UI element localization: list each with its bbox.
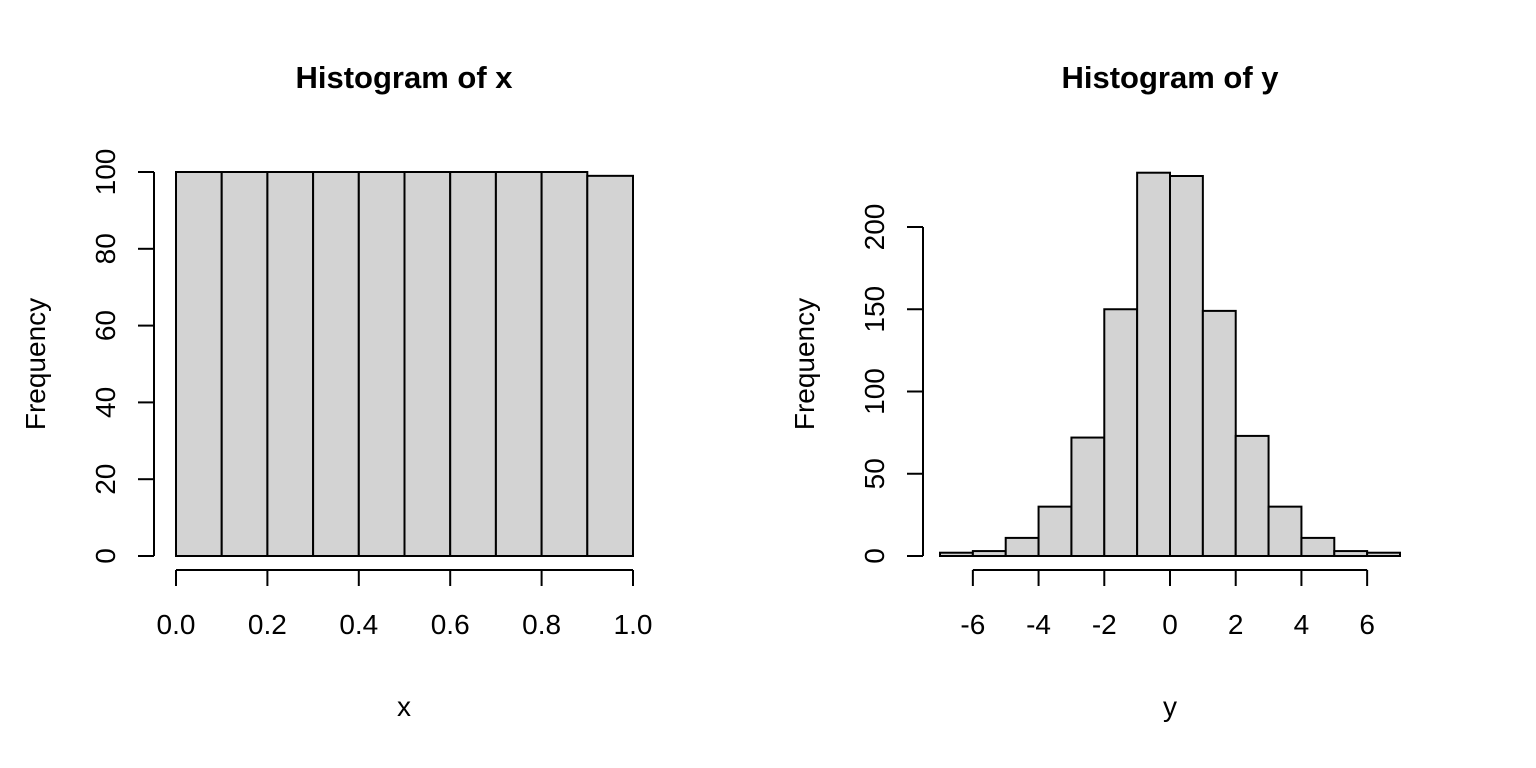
hist-x-xtick-label-1: 0.2 — [248, 609, 287, 640]
hist-y-bar-5 — [1103, 308, 1139, 557]
hist-x-yaxis: 0 20 40 60 80 100 — [90, 149, 155, 564]
hist-y-ylabel: Frequency — [789, 298, 820, 430]
hist-y-bar-0 — [939, 551, 974, 558]
hist-x-bar-6 — [449, 171, 497, 557]
hist-x-ytick-label-4: 80 — [90, 233, 121, 264]
hist-x-ytick-label-1: 20 — [90, 464, 121, 495]
hist-y-xtick-label-2: -2 — [1092, 609, 1117, 640]
hist-y-bar-3 — [1037, 505, 1073, 557]
hist-x-bar-8 — [540, 171, 589, 557]
hist-y-bar-9 — [1234, 434, 1270, 557]
hist-x-ytick-label-3: 60 — [90, 310, 121, 341]
hist-x-xtick-label-3: 0.6 — [431, 609, 470, 640]
hist-x-title: Histogram of x — [295, 60, 513, 95]
hist-x-ytick-label-5: 100 — [90, 149, 121, 196]
hist-y-ytick-label-0: 0 — [859, 548, 890, 564]
hist-y-bar-4 — [1070, 436, 1106, 557]
hist-x-xaxis: 0.0 0.2 0.4 0.6 0.8 1.0 — [157, 569, 653, 640]
hist-y-ytick-label-3: 150 — [859, 286, 890, 333]
hist-x-bars — [175, 171, 634, 557]
hist-y-xtick-label-1: -4 — [1026, 609, 1051, 640]
hist-y-ytick-label-2: 100 — [859, 368, 890, 415]
hist-y-bar-12 — [1333, 550, 1369, 558]
panel-hist-x: 0.0 0.2 0.4 0.6 0.8 1.0 0 20 40 60 80 100 Histogra… — [20, 60, 652, 722]
hist-y-bar-10 — [1267, 505, 1303, 557]
hist-x-bar-1 — [220, 171, 269, 557]
hist-x-xtick-label-2: 0.4 — [339, 609, 378, 640]
hist-x-xtick-label-5: 1.0 — [614, 609, 653, 640]
hist-x-bar-4 — [357, 171, 406, 557]
hist-y-bar-1 — [971, 550, 1007, 558]
hist-y-bar-7 — [1169, 175, 1204, 557]
hist-y-bar-8 — [1201, 309, 1237, 557]
hist-x-bar-0 — [175, 171, 223, 557]
hist-y-bar-13 — [1366, 551, 1402, 558]
hist-x-bar-9 — [586, 174, 634, 557]
hist-y-ytick-label-1: 50 — [859, 458, 890, 489]
hist-y-xaxis: -6 -4 -2 0 2 4 6 — [960, 569, 1375, 640]
hist-x-xlabel: x — [397, 691, 411, 722]
hist-y-bars — [939, 171, 1402, 558]
hist-y-ytick-label-4: 200 — [859, 204, 890, 251]
hist-y-xtick-label-4: 2 — [1228, 609, 1244, 640]
hist-y-xtick-label-0: -6 — [960, 609, 985, 640]
hist-x-bar-5 — [403, 171, 452, 557]
hist-y-xlabel: y — [1163, 691, 1177, 722]
hist-y-yaxis: 0 50 100 150 200 — [859, 204, 924, 564]
hist-x-ytick-label-0: 0 — [90, 548, 121, 564]
hist-y-bar-11 — [1300, 536, 1336, 557]
hist-x-bar-7 — [494, 171, 543, 557]
hist-x-xtick-label-0: 0.0 — [157, 609, 196, 640]
panel-hist-y: -6 -4 -2 0 2 4 6 0 50 100 150 200 Histogram of y y… — [789, 60, 1402, 722]
hist-y-xtick-label-5: 4 — [1294, 609, 1310, 640]
hist-y-xtick-label-3: 0 — [1162, 609, 1178, 640]
hist-x-ylabel: Frequency — [20, 298, 51, 430]
hist-x-xtick-label-4: 0.8 — [522, 609, 561, 640]
hist-x-bar-2 — [266, 171, 315, 557]
hist-x-ytick-label-2: 40 — [90, 387, 121, 418]
hist-x-bar-3 — [312, 171, 360, 557]
hist-y-bar-6 — [1136, 171, 1172, 558]
hist-y-xtick-label-6: 6 — [1359, 609, 1375, 640]
hist-y-bar-2 — [1004, 536, 1040, 557]
hist-y-title: Histogram of y — [1061, 60, 1279, 95]
